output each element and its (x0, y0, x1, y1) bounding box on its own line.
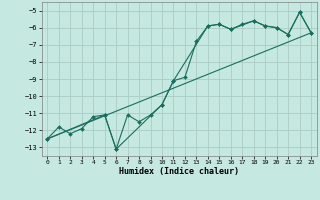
X-axis label: Humidex (Indice chaleur): Humidex (Indice chaleur) (119, 167, 239, 176)
